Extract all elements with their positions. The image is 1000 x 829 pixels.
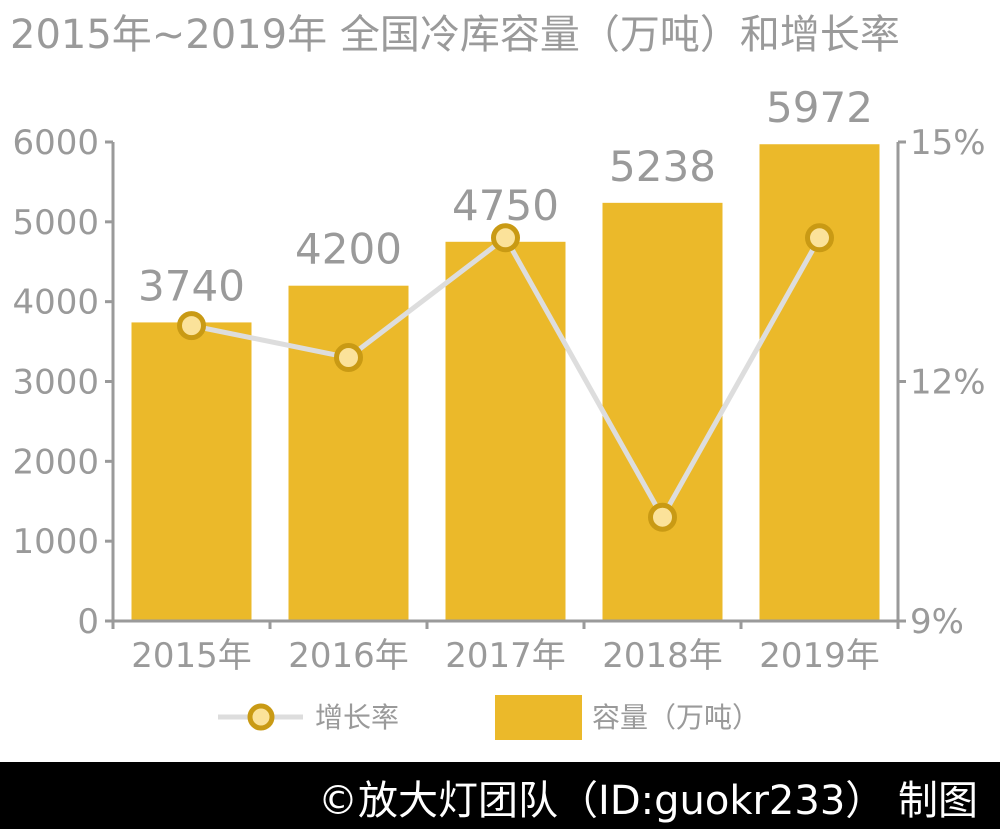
x-tick-label: 2018年 [602,636,723,676]
bar-2015年 [131,322,252,621]
y-left-tick-label: 0 [77,602,99,642]
y-left-tick-label: 3000 [12,363,99,403]
chart-title: 2015年~2019年 全国冷库容量（万吨）和增长率 [10,12,900,58]
bar-2016年 [288,285,409,621]
growth-rate-point-2018年 [648,502,677,532]
bar-data-label: 5972 [766,83,873,132]
growth-rate-point-2017年 [491,223,520,253]
bar-data-label: 4750 [452,181,559,230]
y-left-tick-label: 2000 [12,442,99,482]
legend-bar-swatch [495,695,582,740]
bar-data-label: 4200 [295,225,402,274]
y-left-tick-label: 1000 [12,522,99,562]
legend-line-marker [247,703,275,731]
bar-data-label: 5238 [609,142,716,191]
line-layer [177,223,834,532]
bar-2018年 [602,202,723,621]
x-tick-label: 2019年 [759,636,880,676]
credit-text: ©放大灯团队（ID:guokr233） 制图 [318,778,978,824]
legend-label-capacity: 容量（万吨） [592,701,760,734]
bar-data-label: 3740 [138,261,245,310]
y-right-tick-label: 12% [910,363,986,403]
x-tick-label: 2016年 [288,636,409,676]
x-tick-label: 2017年 [445,636,566,676]
legend-layer: 增长率 容量（万吨） [218,695,760,740]
labels-layer: 3740 4200 4750 5238 5972 [138,83,873,310]
y-left-tick-label: 4000 [12,283,99,323]
legend-label-growth: 增长率 [315,701,399,734]
chart-canvas: 0 1000 2000 3000 4000 5000 6000 9% 12% 15% 2015年 20… [12,83,986,740]
y-right-tick-label: 15% [910,123,986,163]
growth-rate-point-2019年 [805,223,834,253]
axes-layer: 0 1000 2000 3000 4000 5000 6000 9% 12% 15% 2015年 20… [12,123,985,676]
y-right-tick-label: 9% [910,602,964,642]
x-tick-label: 2015年 [131,636,252,676]
bar-2017年 [445,241,566,621]
y-left-tick-label: 5000 [12,203,99,243]
growth-rate-point-2015年 [177,311,206,341]
bar-2019年 [759,144,880,621]
credit-banner: ©放大灯团队（ID:guokr233） 制图 [0,762,1000,829]
y-left-tick-label: 6000 [12,123,99,163]
growth-rate-point-2016年 [334,343,363,373]
